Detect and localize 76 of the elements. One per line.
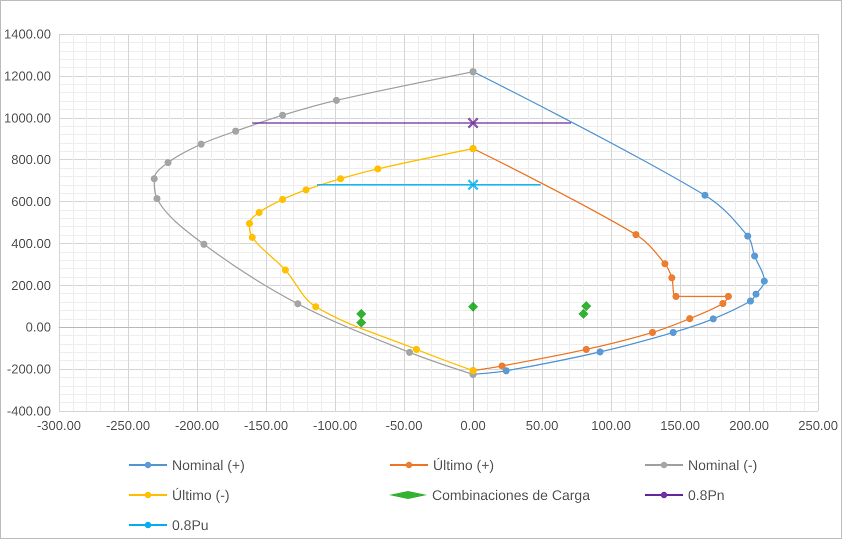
- y-tick-label: 800.00: [11, 152, 51, 168]
- point: [232, 128, 240, 135]
- point: [246, 220, 253, 228]
- point: [578, 308, 588, 319]
- y-tick-label: 1000.00: [4, 110, 51, 126]
- point: [596, 348, 604, 356]
- point: [198, 140, 205, 148]
- x-tick-label: -150.00: [244, 418, 288, 433]
- point: [406, 348, 414, 356]
- point: [661, 260, 668, 268]
- point: [632, 231, 640, 238]
- x-tick-label: 150.00: [660, 418, 700, 433]
- legend-label: 0.8Pn: [688, 487, 725, 503]
- point: [668, 274, 676, 282]
- point: [282, 266, 289, 274]
- point: [672, 292, 680, 300]
- point: [302, 186, 310, 194]
- x-tick-label: -200.00: [174, 418, 220, 433]
- point: [374, 165, 382, 172]
- point: [468, 118, 479, 129]
- y-tick-label: 600.00: [11, 194, 51, 210]
- x-tick-label: -300.00: [36, 418, 82, 433]
- point: [746, 298, 754, 305]
- legend-label: 0.8Pu: [172, 517, 209, 533]
- point: [719, 300, 726, 308]
- y-tick-label: 1200.00: [4, 68, 51, 84]
- point: [332, 96, 340, 104]
- point: [724, 292, 732, 300]
- point: [468, 179, 479, 190]
- point: [498, 362, 506, 370]
- x-tick-label: 50.00: [526, 418, 558, 433]
- point: [670, 328, 677, 336]
- point: [710, 315, 717, 322]
- point: [356, 318, 366, 328]
- point: [256, 208, 263, 216]
- point: [752, 290, 760, 298]
- point: [581, 301, 592, 312]
- point: [744, 232, 752, 240]
- point: [356, 308, 366, 319]
- point: [248, 234, 256, 241]
- legend-label: Último (+): [433, 457, 494, 473]
- point: [337, 175, 344, 182]
- legend-label: Nominal (-): [688, 457, 758, 473]
- legend-label: Nominal (+): [172, 457, 245, 473]
- y-tick-label: 0.00: [26, 320, 51, 335]
- point: [164, 159, 172, 166]
- point: [279, 196, 286, 203]
- point: [150, 175, 158, 182]
- y-tick-label: 1400.00: [4, 26, 51, 42]
- x-tick-label: 100.00: [591, 418, 631, 433]
- y-tick-label: -200.00: [6, 362, 51, 377]
- point: [751, 252, 758, 260]
- point: [686, 315, 694, 322]
- x-tick-label: -250.00: [106, 418, 150, 433]
- point: [312, 303, 320, 310]
- point: [582, 346, 590, 353]
- y-tick-label: 400.00: [11, 236, 51, 251]
- x-tick-label: -100.00: [312, 418, 358, 433]
- point: [279, 112, 286, 119]
- x-tick-label: -50.00: [386, 418, 422, 433]
- point: [412, 346, 420, 353]
- point: [701, 192, 708, 199]
- y-tick-label: -400.00: [6, 404, 51, 418]
- point: [468, 302, 478, 312]
- point: [649, 328, 656, 336]
- y-tick-label: 200.00: [11, 278, 51, 293]
- point: [294, 300, 302, 308]
- legend-label: Combinaciones de Carga: [432, 487, 590, 503]
- x-tick-label: 250.00: [798, 418, 838, 433]
- point: [153, 195, 160, 202]
- point: [502, 367, 510, 374]
- point: [760, 278, 768, 285]
- x-tick-label: 0.00: [460, 418, 486, 433]
- legend-label: Último (-): [172, 487, 230, 503]
- x-tick-label: 200.00: [729, 418, 769, 433]
- point: [200, 240, 208, 248]
